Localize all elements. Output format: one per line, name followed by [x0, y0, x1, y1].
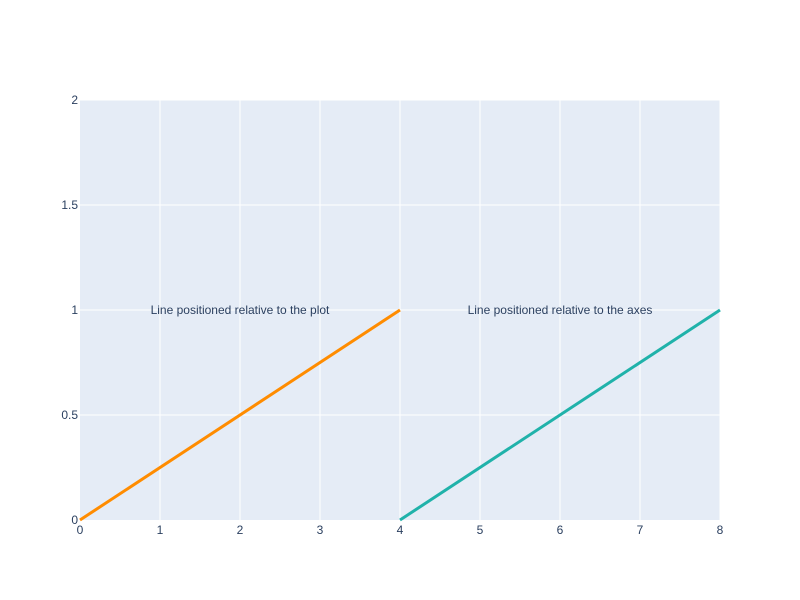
- annotations: Line positioned relative to the plot Line…: [151, 303, 653, 317]
- annotation-2: Line positioned relative to the axes: [468, 303, 653, 317]
- x-tick-label: 7: [637, 523, 644, 537]
- series-lines: [79, 308, 721, 522]
- y-tick-label: 0.5: [61, 408, 78, 422]
- y-tick-label: 2: [71, 93, 78, 107]
- series-line-1: [79, 308, 401, 522]
- y-tick-label: 1: [71, 303, 78, 317]
- x-tick-label: 4: [397, 523, 404, 537]
- series-line-2: [399, 308, 721, 522]
- y-axis-ticks: 0 0.5 1 1.5 2: [61, 93, 78, 527]
- x-tick-label: 6: [557, 523, 564, 537]
- x-tick-label: 0: [77, 523, 84, 537]
- y-tick-label: 1.5: [61, 198, 78, 212]
- x-tick-label: 5: [477, 523, 484, 537]
- y-tick-label: 0: [71, 513, 78, 527]
- x-tick-label: 3: [317, 523, 324, 537]
- x-tick-label: 8: [717, 523, 724, 537]
- x-tick-label: 2: [237, 523, 244, 537]
- x-tick-label: 1: [157, 523, 164, 537]
- x-axis-ticks: 0 1 2 3 4 5 6 7 8: [77, 523, 724, 537]
- annotation-1: Line positioned relative to the plot: [151, 303, 330, 317]
